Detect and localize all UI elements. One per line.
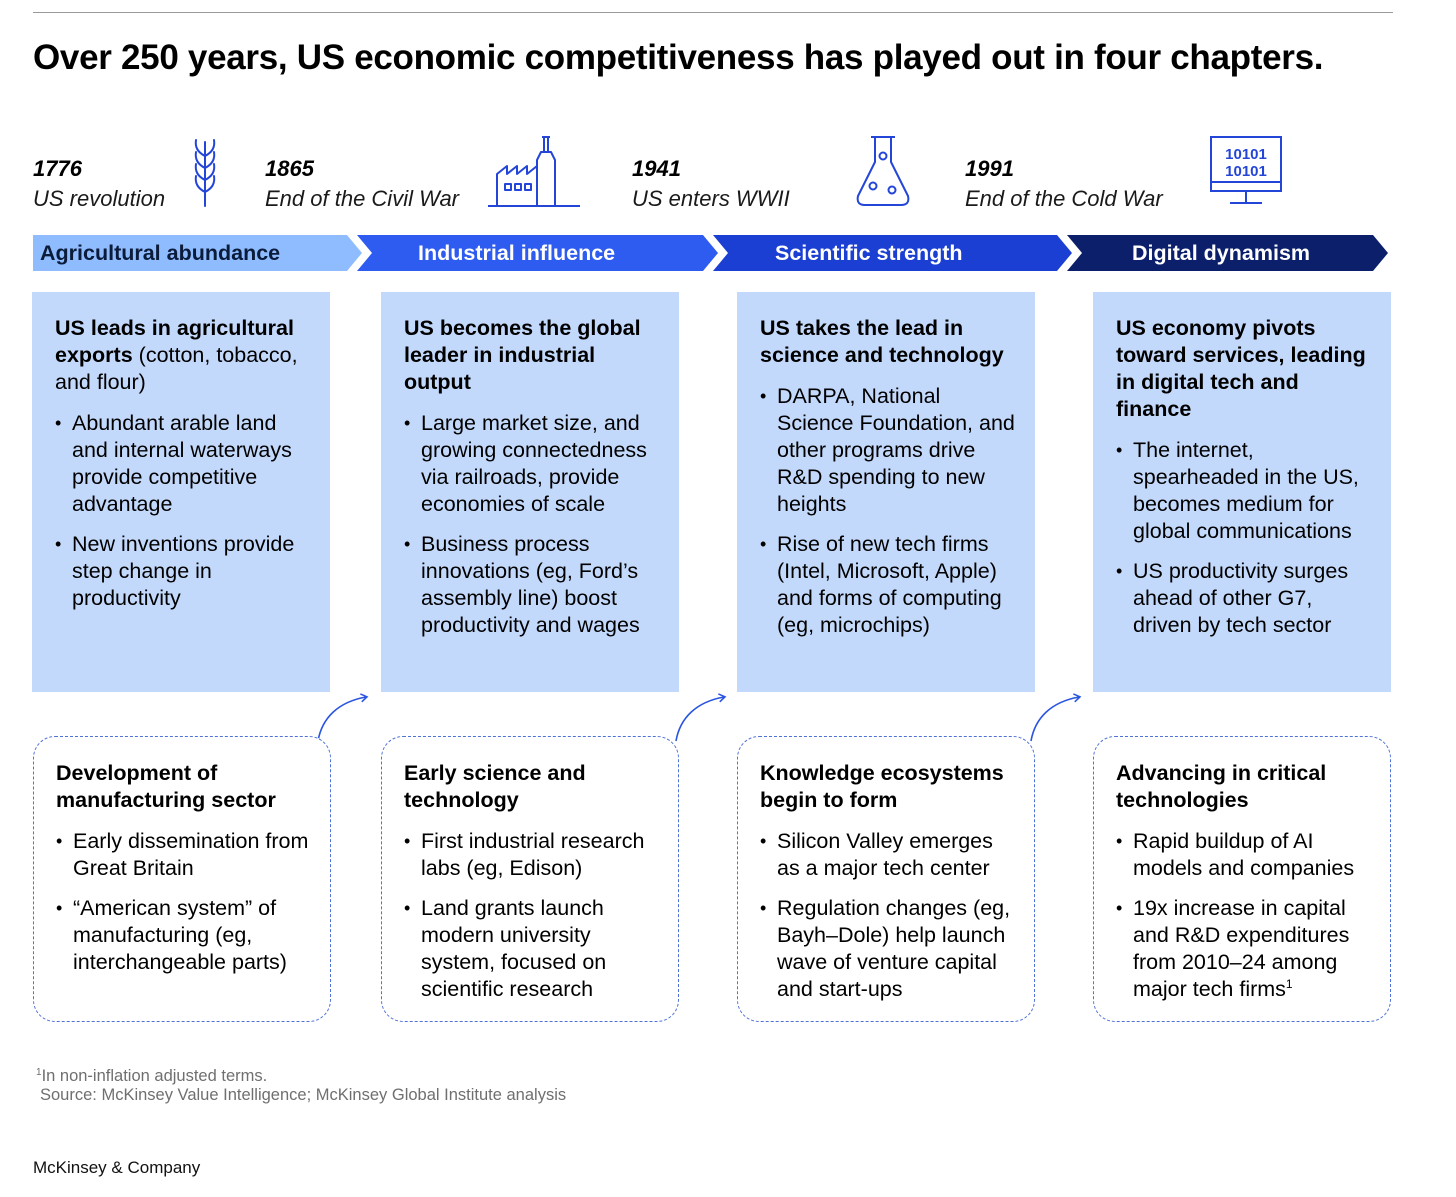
era-1991: 1991 End of the Cold War (965, 154, 1163, 214)
flask-icon (856, 136, 910, 206)
era-1865: 1865 End of the Civil War (265, 154, 459, 214)
bullet-item: Business process innovations (eg, Ford’s… (404, 531, 663, 639)
wheat-icon (194, 139, 216, 207)
source-note: Source: McKinsey Value Intelligence; McK… (40, 1086, 567, 1104)
bullet-item: Land grants launch modern university sys… (404, 895, 664, 1003)
era-year: 1941 (632, 156, 681, 181)
foundation-card-science: Early science and technology First indus… (381, 736, 679, 1022)
foundation-card-critical-tech: Advancing in critical technologies Rapid… (1093, 736, 1391, 1022)
era-year: 1991 (965, 156, 1014, 181)
chapter-arrow-1 (33, 235, 362, 271)
chapter-label-agricultural: Agricultural abundance (40, 241, 281, 265)
bullet-item: Early dissemination from Great Britain (56, 828, 316, 882)
chapter-arrow-4 (1067, 235, 1388, 271)
bullet-item: The internet, spearheaded in the US, bec… (1116, 437, 1375, 545)
bullet-item: Abundant arable land and internal waterw… (55, 410, 314, 518)
card-heading: US takes the lead in science and technol… (760, 316, 1004, 367)
footnote: 1In non-inflation adjusted terms. (36, 1062, 267, 1087)
page-title: Over 250 years, US economic competitiven… (33, 38, 1324, 77)
chapter-card-digital: US economy pivots toward services, leadi… (1093, 292, 1391, 692)
foundation-card-knowledge: Knowledge ecosystems begin to form Silic… (737, 736, 1035, 1022)
bullet-text: 19x increase in capital and R&D expendit… (1133, 896, 1350, 1001)
card-heading: US becomes the global leader in industri… (404, 316, 641, 394)
era-event: US enters WWII (632, 186, 790, 211)
foundation-bullets: First industrial research labs (eg, Edis… (404, 828, 664, 1003)
chapter-arrow-2 (357, 235, 718, 271)
card-heading: US economy pivots toward services, leadi… (1116, 316, 1366, 421)
card-subheading: (cotton, tobacco, and flour) (55, 343, 298, 394)
chapter-label-industrial: Industrial influence (418, 241, 616, 265)
factory-icon (488, 136, 580, 207)
bullet-item: Silicon Valley emerges as a major tech c… (760, 828, 1020, 882)
era-event: End of the Cold War (965, 186, 1163, 211)
era-event: US revolution (33, 186, 166, 211)
card-bullets: Large market size, and growing connected… (404, 410, 663, 639)
bullet-item: “American system” of manufacturing (eg, … (56, 895, 316, 976)
era-year: 1865 (265, 156, 314, 181)
chapter-label-digital: Digital dynamism (1132, 241, 1311, 265)
chapter-arrows (33, 235, 1388, 271)
era-1941: 1941 US enters WWII (632, 154, 790, 214)
era-1776: 1776 US revolution (33, 154, 165, 214)
chapter-card-scientific: US takes the lead in science and technol… (737, 292, 1035, 692)
card-heading-text: US leads in agricultural exports (55, 316, 294, 367)
foundation-heading: Development of manufacturing sector (56, 761, 276, 812)
brand-logo-text: McKinsey & Company (33, 1158, 201, 1177)
card-bullets: Abundant arable land and internal waterw… (55, 410, 314, 612)
card-heading: US leads in agricultural exports (cotton… (55, 315, 314, 396)
bullet-item: US productivity surges ahead of other G7… (1116, 558, 1375, 639)
chapter-arrow-3 (713, 235, 1072, 271)
connector-arrow-2 (675, 693, 727, 742)
chapter-label-scientific: Scientific strength (775, 241, 963, 265)
foundation-heading: Early science and technology (404, 761, 586, 812)
card-bullets: The internet, spearheaded in the US, bec… (1116, 437, 1375, 639)
bullet-item: 19x increase in capital and R&D expendit… (1116, 895, 1376, 1003)
foundation-bullets: Silicon Valley emerges as a major tech c… (760, 828, 1020, 1003)
foundation-bullets: Early dissemination from Great Britain “… (56, 828, 316, 976)
bullet-item: Large market size, and growing connected… (404, 410, 663, 518)
foundation-bullets: Rapid buildup of AI models and companies… (1116, 828, 1376, 1003)
foundation-heading: Advancing in critical technologies (1116, 761, 1327, 812)
chapter-card-agricultural: US leads in agricultural exports (cotton… (32, 292, 330, 692)
bullet-item: Regulation changes (eg, Bayh–Dole) help … (760, 895, 1020, 1003)
connector-arrow-1 (317, 693, 369, 742)
bullet-item: Rapid buildup of AI models and companies (1116, 828, 1376, 882)
chapter-card-industrial: US becomes the global leader in industri… (381, 292, 679, 692)
binary-text: 10101 (1225, 146, 1267, 163)
footnote-marker: 1 (1285, 977, 1293, 991)
chapter-band: Agricultural abundance Industrial influe… (0, 235, 1456, 271)
footnote-number: 1 (36, 1067, 42, 1078)
era-year: 1776 (33, 156, 82, 181)
top-rule (33, 12, 1393, 13)
card-bullets: DARPA, National Science Foundation, and … (760, 383, 1019, 639)
foundation-heading: Knowledge ecosystems begin to form (760, 761, 1004, 812)
connector-arrow-3 (1030, 693, 1082, 742)
bullet-item: DARPA, National Science Foundation, and … (760, 383, 1019, 518)
era-event: End of the Civil War (265, 186, 460, 211)
binary-monitor-icon: 10101 10101 (1210, 136, 1282, 204)
foundation-card-manufacturing: Development of manufacturing sector Earl… (33, 736, 331, 1022)
footnote-text: In non-inflation adjusted terms. (41, 1067, 268, 1085)
bullet-item: Rise of new tech firms (Intel, Microsoft… (760, 531, 1019, 639)
bullet-item: First industrial research labs (eg, Edis… (404, 828, 664, 882)
bullet-item: New inventions provide step change in pr… (55, 531, 314, 612)
binary-text: 10101 (1225, 163, 1267, 180)
